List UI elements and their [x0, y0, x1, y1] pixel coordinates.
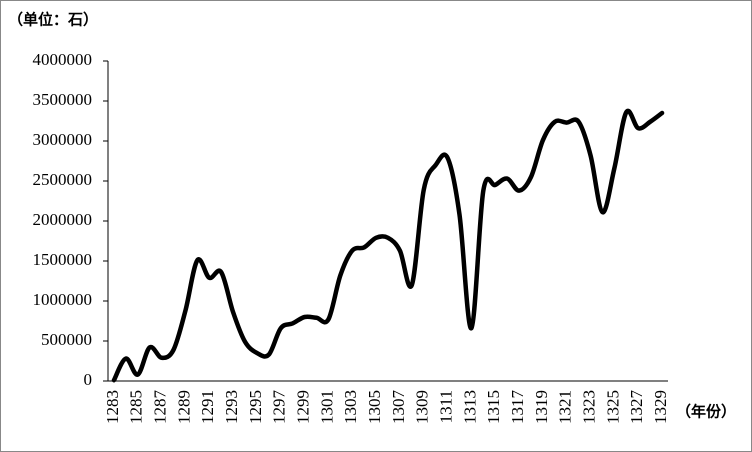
x-tick-label: 1309	[413, 390, 432, 424]
x-unit-label: （年份）	[676, 403, 736, 421]
x-tick-label: 1327	[627, 390, 646, 425]
x-tick-label: 1299	[294, 390, 313, 424]
x-tick-label: 1283	[103, 390, 122, 424]
y-tick-label: 1500000	[33, 250, 93, 269]
y-tick-label: 0	[84, 370, 93, 389]
y-tick-label: 500000	[41, 330, 92, 349]
y-tick-label: 2500000	[33, 170, 93, 189]
x-tick-label: 1303	[341, 390, 360, 424]
y-tick-label: 1000000	[33, 290, 93, 309]
data-line	[111, 108, 665, 383]
x-tick-label: 1293	[222, 390, 241, 424]
x-tick-label: 1325	[603, 390, 622, 424]
x-tick-label: 1285	[127, 390, 146, 424]
x-tick-label: 1289	[174, 390, 193, 424]
x-tick-label: 1301	[317, 390, 336, 424]
x-tick-label: 1317	[508, 390, 527, 425]
x-tick-label: 1323	[579, 390, 598, 424]
y-tick-label: 3500000	[33, 90, 93, 109]
y-tick-label: 3000000	[33, 130, 93, 149]
y-unit-label: （单位：石）	[8, 11, 98, 29]
x-tick-label: 1307	[389, 390, 408, 425]
x-tick-label: 1313	[460, 390, 479, 424]
x-tick-label: 1295	[246, 390, 265, 424]
x-tick-label: 1297	[270, 390, 289, 425]
x-tick-label: 1291	[198, 390, 217, 424]
y-tick-label: 2000000	[33, 210, 93, 229]
x-tick-label: 1315	[484, 390, 503, 424]
x-tick-label: 1305	[365, 390, 384, 424]
x-tick-label: 1321	[556, 390, 575, 424]
x-tick-label: 1319	[532, 390, 551, 424]
y-tick-label: 4000000	[33, 50, 93, 69]
x-tick-label: 1329	[651, 390, 670, 424]
x-tick-label: 1287	[151, 390, 170, 425]
x-tick-label: 1311	[436, 390, 455, 423]
